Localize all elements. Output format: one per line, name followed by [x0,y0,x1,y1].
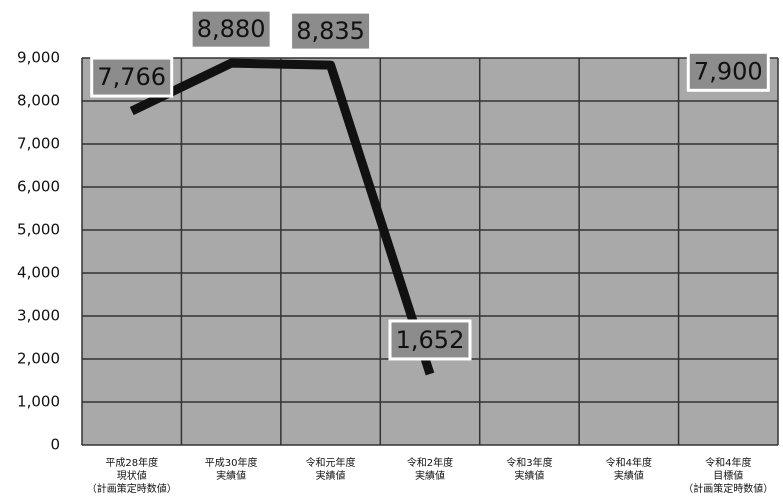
value-label-box [189,8,273,50]
y-tick-label: 5,000 [17,221,60,239]
value-label: 7,766 [97,63,166,91]
line [129,58,435,376]
value-label-box [388,319,472,361]
value-label-box [686,50,770,92]
plot-area [82,58,778,445]
value-label: 7,900 [694,57,763,85]
y-tick-label: 4,000 [17,264,60,282]
value-label: 8,880 [197,15,266,43]
value-label: 1,652 [396,326,465,354]
y-tick-label: 1,000 [17,393,60,411]
value-label-box [289,10,373,52]
x-tick-label: 令和4年度目標値（計画策定時数値） [683,456,773,495]
y-tick-label: 2,000 [17,350,60,368]
y-tick-label: 3,000 [17,307,60,325]
value-label: 8,835 [296,17,365,45]
x-tick-label: 平成30年度実績値 [205,456,258,482]
y-tick-label: 0 [50,436,60,454]
x-tick-label: 令和元年度実績値 [306,456,356,482]
y-tick-label: 6,000 [17,178,60,196]
x-tick-label: 平成28年度現状値（計画策定時数値） [87,456,177,495]
y-tick-label: 7,000 [17,135,60,153]
y-tick-label: 8,000 [17,92,60,110]
x-tick-label: 令和2年度実績値 [407,456,453,482]
x-tick-label: 令和4年度実績値 [606,456,652,482]
x-tick-label: 令和3年度実績値 [506,456,552,482]
value-label-box [90,56,174,98]
y-tick-label: 9,000 [17,49,60,67]
